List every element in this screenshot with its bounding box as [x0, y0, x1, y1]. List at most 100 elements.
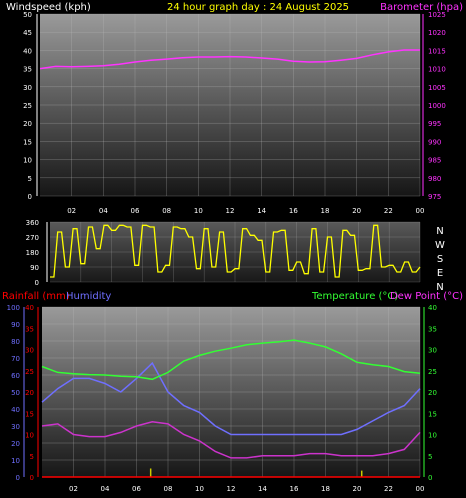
- panel-temperature-grid: [42, 306, 421, 478]
- tick-label-hour: 02: [67, 207, 76, 215]
- tick-label-humidity: 100: [7, 304, 20, 312]
- tick-label-windspeed: 5: [28, 175, 32, 183]
- tick-label-hour: 18: [321, 207, 330, 215]
- tick-label-humidity: 30: [11, 423, 20, 431]
- tick-label-hour: 10: [194, 207, 203, 215]
- tick-label-windspeed: 0: [28, 193, 32, 201]
- tick-label-direction: 90: [30, 264, 39, 272]
- compass-label-w: W: [435, 240, 445, 251]
- tick-label-hour: 14: [258, 485, 267, 493]
- tick-label-humidity: 80: [11, 338, 20, 346]
- tick-label-rainfall: 0: [30, 474, 34, 482]
- tick-label-windspeed: 35: [23, 66, 32, 74]
- tick-label-hour: 04: [99, 207, 108, 215]
- wind-direction-series-line: [50, 224, 421, 278]
- tick-label-hour: 22: [384, 207, 393, 215]
- tick-label-windspeed: 20: [23, 120, 32, 128]
- tick-label-hour: 22: [384, 485, 393, 493]
- tick-label-hour: 12: [227, 485, 236, 493]
- tick-label-barometer: 975: [428, 193, 441, 201]
- tick-label-windspeed: 30: [23, 84, 32, 92]
- tick-label-temperature: 25: [428, 368, 437, 376]
- tick-label-direction: 180: [26, 249, 39, 257]
- tick-label-barometer: 985: [428, 157, 441, 165]
- tick-label-temperature: 0: [428, 474, 432, 482]
- tick-label-windspeed: 25: [23, 102, 32, 110]
- temperature-series-line: [41, 339, 421, 381]
- tick-label-temperature: 30: [428, 347, 437, 355]
- tick-label-hour: 12: [226, 207, 235, 215]
- tick-label-barometer: 1010: [428, 66, 446, 74]
- panel-wind-direction-ticks: 0 90 180 270 360: [26, 219, 48, 287]
- temperature-axis-label: Temperature (°C): [311, 291, 398, 302]
- tick-label-hour: 14: [257, 207, 266, 215]
- tick-label-temperature: 15: [428, 410, 437, 418]
- panel-wind-direction: [50, 222, 420, 282]
- tick-label-temperature: 5: [428, 453, 432, 461]
- tick-label-windspeed: 40: [23, 47, 32, 55]
- tick-label-windspeed: 10: [23, 157, 32, 165]
- tick-label-barometer: 1000: [428, 102, 446, 110]
- tick-label-temperature: 10: [428, 432, 437, 440]
- tick-label-hour: 06: [131, 207, 140, 215]
- tick-label-hour: 10: [195, 485, 204, 493]
- tick-label-temperature: 20: [428, 389, 437, 397]
- tick-label-humidity: 20: [11, 440, 20, 448]
- tick-label-hour: 08: [162, 207, 171, 215]
- tick-label-barometer: 980: [428, 175, 441, 183]
- tick-label-barometer: 1005: [428, 84, 446, 92]
- tick-label-barometer: 1015: [428, 47, 446, 55]
- rain-bars: [149, 468, 363, 477]
- windspeed-axis-label: Windspeed (kph): [6, 2, 91, 13]
- tick-label-hour: 02: [69, 485, 78, 493]
- dewpoint-series-line: [41, 421, 421, 459]
- tick-label-humidity: 10: [11, 457, 20, 465]
- barometer-series-line: [39, 49, 420, 70]
- tick-label-hour: 04: [101, 485, 110, 493]
- tick-label-hour: 16: [290, 485, 299, 493]
- tick-label-direction: 270: [26, 234, 39, 242]
- tick-label-temperature: 40: [428, 304, 437, 312]
- tick-label-temperature: 35: [428, 325, 437, 333]
- rainfall-axis-label: Rainfall (mm): [2, 291, 70, 302]
- humidity-axis-label: Humidity: [66, 291, 111, 302]
- tick-label-hour: 00: [416, 207, 425, 215]
- tick-label-direction: 360: [26, 219, 39, 227]
- tick-label-rainfall: 5: [30, 453, 34, 461]
- panel-temperature-ticks: 0102030405060708090100051015202530354005…: [7, 304, 437, 493]
- compass-label-n: N: [436, 226, 443, 237]
- humidity-series-line: [41, 361, 421, 436]
- tick-label-humidity: 0: [16, 474, 20, 482]
- tick-label-hour: 08: [164, 485, 173, 493]
- tick-label-rainfall: 10: [25, 432, 34, 440]
- tick-label-humidity: 60: [11, 372, 20, 380]
- tick-label-barometer: 995: [428, 120, 441, 128]
- tick-label-hour: 16: [289, 207, 298, 215]
- tick-label-humidity: 90: [11, 321, 20, 329]
- tick-label-rainfall: 25: [25, 368, 34, 376]
- tick-label-rainfall: 20: [25, 389, 34, 397]
- tick-label-hour: 18: [321, 485, 330, 493]
- tick-label-windspeed: 45: [23, 29, 32, 37]
- tick-label-rainfall: 40: [25, 304, 34, 312]
- tick-label-barometer: 1020: [428, 29, 446, 37]
- tick-label-hour: 20: [352, 207, 361, 215]
- tick-label-humidity: 70: [11, 355, 20, 363]
- chart-title: 24 hour graph day : 24 August 2025: [167, 2, 349, 13]
- tick-label-rainfall: 30: [25, 347, 34, 355]
- barometer-axis-label: Barometer (hpa): [380, 2, 463, 13]
- tick-label-humidity: 40: [11, 406, 20, 414]
- compass-label-s: S: [437, 254, 443, 265]
- tick-label-barometer: 1025: [428, 11, 446, 19]
- tick-label-hour: 00: [416, 485, 425, 493]
- tick-label-hour: 20: [353, 485, 362, 493]
- compass-label-e: E: [437, 268, 443, 279]
- tick-label-rainfall: 15: [25, 410, 34, 418]
- tick-label-windspeed: 50: [23, 11, 32, 19]
- tick-label-humidity: 50: [11, 389, 20, 397]
- tick-label-direction: 0: [35, 279, 39, 287]
